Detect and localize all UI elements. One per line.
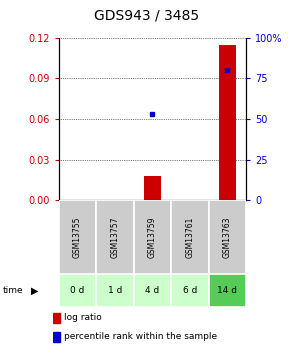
Text: percentile rank within the sample: percentile rank within the sample: [64, 332, 217, 341]
Text: 14 d: 14 d: [217, 286, 237, 295]
Bar: [209, 200, 246, 274]
Text: GSM13757: GSM13757: [110, 216, 119, 258]
Bar: [171, 274, 209, 307]
Bar: [134, 200, 171, 274]
Text: ▶: ▶: [31, 286, 39, 296]
Text: time: time: [3, 286, 23, 295]
Bar: [53, 313, 59, 323]
Bar: [96, 274, 134, 307]
Text: GSM13759: GSM13759: [148, 216, 157, 258]
Text: GSM13755: GSM13755: [73, 216, 82, 258]
Text: 4 d: 4 d: [145, 286, 159, 295]
Text: 1 d: 1 d: [108, 286, 122, 295]
Bar: [219, 45, 236, 200]
Text: log ratio: log ratio: [64, 313, 102, 322]
Text: GSM13761: GSM13761: [185, 217, 194, 258]
Bar: [171, 200, 209, 274]
Text: 6 d: 6 d: [183, 286, 197, 295]
Bar: [53, 332, 59, 342]
Text: GDS943 / 3485: GDS943 / 3485: [94, 9, 199, 22]
Bar: [59, 274, 96, 307]
Bar: [59, 200, 96, 274]
Text: GSM13763: GSM13763: [223, 216, 232, 258]
Bar: [96, 200, 134, 274]
Text: 0 d: 0 d: [70, 286, 85, 295]
Bar: [209, 274, 246, 307]
Bar: [144, 176, 161, 200]
Bar: [134, 274, 171, 307]
